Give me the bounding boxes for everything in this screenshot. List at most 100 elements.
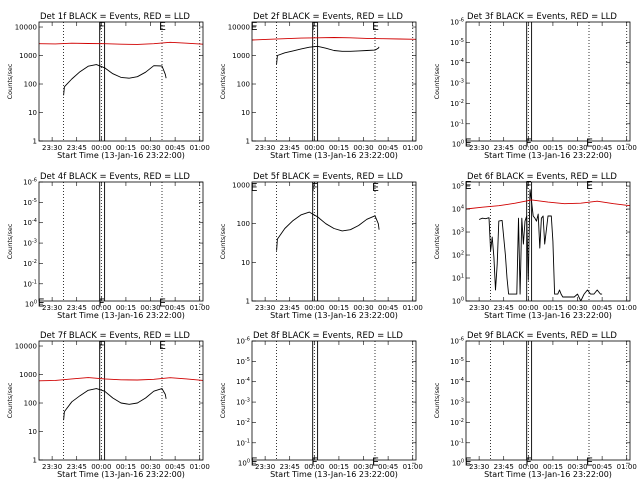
y-tick-label: 10-1 — [236, 438, 250, 447]
y-tick-label-base: 10 — [450, 120, 459, 128]
panel-det-3f: Det 3f BLACK = Events, RED = LLD 23:30 23:… — [433, 12, 637, 160]
y-tick-label-base: 10000 — [15, 24, 37, 32]
x-axis-label: Start Time (13-Jan-16 23:22:00) — [484, 311, 612, 320]
marker-label-e: E — [251, 181, 258, 194]
x-tick-label: 00:45 — [165, 304, 185, 312]
x-tick-label: 23:45 — [494, 304, 514, 312]
plot-frame — [38, 181, 204, 302]
y-tick-label-base: 10 — [450, 19, 459, 27]
panel-det-8f: Det 8f BLACK = Events, RED = LLD 23:30 23:… — [219, 331, 423, 479]
marker-label-f: F — [98, 20, 104, 33]
y-tick-label-exponent: -3 — [245, 398, 250, 404]
marker-label-f: F — [98, 297, 104, 310]
y-tick-label-base: 1 — [246, 298, 250, 306]
y-tick-label-base: 10 — [236, 439, 245, 447]
x-tick-label: 00:00 — [91, 304, 111, 312]
y-tick-label: 10-5 — [23, 198, 37, 207]
y-tick-label-exponent: -6 — [459, 337, 464, 343]
y-tick-label: 105 — [452, 182, 464, 191]
x-tick-label: 23:45 — [280, 463, 300, 471]
plot-frame — [251, 181, 417, 302]
y-tick-label-base: 10 — [28, 109, 37, 117]
x-axis-label: Start Time (13-Jan-16 23:22:00) — [57, 470, 185, 479]
lld-series-line — [39, 377, 203, 382]
y-tick-label-base: 10 — [450, 338, 459, 346]
x-tick-label: 00:45 — [592, 304, 612, 312]
y-tick-label: 10-5 — [450, 38, 464, 47]
y-tick-label-base: 10000 — [15, 343, 37, 351]
marker-label-e: E — [372, 20, 379, 33]
x-tick-label: 00:00 — [304, 144, 324, 152]
y-tick-label: 10-5 — [236, 357, 250, 366]
y-tick-label: 10000 — [15, 24, 37, 32]
y-tick-label: 1 — [246, 298, 250, 306]
y-tick-label: 102 — [452, 251, 464, 260]
x-tick-label: 00:30 — [353, 463, 373, 471]
x-axis-label: Start Time (13-Jan-16 23:22:00) — [57, 151, 185, 160]
y-tick-label: 10-1 — [450, 438, 464, 447]
x-tick-label: 01:00 — [190, 463, 210, 471]
plot-frame — [465, 21, 631, 142]
y-axis-label: Counts/sec — [433, 63, 441, 99]
marker-label-e: E — [586, 179, 593, 192]
y-tick-label: 10-6 — [450, 18, 464, 27]
x-axis-label: Start Time (13-Jan-16 23:22:00) — [57, 311, 185, 320]
x-tick-label: 00:00 — [91, 463, 111, 471]
y-tick-label-base: 10 — [236, 338, 245, 346]
y-tick-label-base: 10 — [236, 358, 245, 366]
y-tick-label-base: 10 — [450, 358, 459, 366]
y-tick-label-base: 10 — [450, 399, 459, 407]
y-tick-label: 10-3 — [236, 398, 250, 407]
y-tick-label: 10-2 — [450, 99, 464, 108]
y-tick-label: 104 — [452, 205, 464, 214]
y-tick-label-exponent: -4 — [459, 58, 464, 64]
y-tick-label: 101 — [452, 274, 464, 283]
y-tick-label-exponent: -1 — [459, 119, 464, 125]
y-tick-label-exponent: -3 — [459, 79, 464, 85]
y-tick-label: 10-2 — [23, 259, 37, 268]
x-tick-label: 00:00 — [518, 463, 538, 471]
y-tick-label: 100 — [452, 297, 464, 306]
y-tick-label: 10-5 — [450, 357, 464, 366]
y-tick-label: 10-3 — [450, 79, 464, 88]
events-series-line — [276, 211, 380, 251]
y-axis-label: Counts/sec — [219, 223, 227, 259]
y-tick-label-exponent: 3 — [461, 228, 464, 234]
y-tick-label-base: 10 — [23, 280, 32, 288]
panel-title: Det 9f BLACK = Events, RED = LLD — [467, 331, 617, 341]
y-tick-label-exponent: -2 — [245, 418, 250, 424]
y-tick-label-exponent: -2 — [459, 99, 464, 105]
y-tick-label-base: 1000 — [232, 52, 250, 60]
y-tick-label: 100 — [24, 81, 37, 89]
x-tick-label: 00:30 — [353, 144, 373, 152]
marker-label-e: E — [159, 20, 166, 33]
panel-title: Det 4f BLACK = Events, RED = LLD — [40, 172, 190, 182]
x-axis-label: Start Time (13-Jan-16 23:22:00) — [270, 311, 398, 320]
x-tick-label: 00:15 — [116, 463, 136, 471]
y-tick-label-exponent: 2 — [461, 251, 464, 257]
panel-title: Det 8f BLACK = Events, RED = LLD — [253, 331, 403, 341]
x-axis-label: Start Time (13-Jan-16 23:22:00) — [270, 470, 398, 479]
x-tick-label: 00:00 — [304, 463, 324, 471]
y-tick-label: 10-4 — [450, 377, 464, 386]
y-tick-label-base: 10 — [23, 260, 32, 268]
x-tick-label: 00:30 — [140, 144, 160, 152]
marker-label-f: F — [98, 339, 104, 352]
x-tick-label: 00:45 — [378, 463, 398, 471]
x-tick-label: 01:00 — [190, 144, 210, 152]
x-tick-label: 23:45 — [67, 144, 87, 152]
marker-label-e: E — [251, 20, 258, 33]
x-tick-label: 00:15 — [543, 463, 563, 471]
y-tick-label: 1 — [33, 138, 37, 146]
y-tick-label-base: 10 — [236, 419, 245, 427]
y-tick-label-base: 10 — [452, 460, 461, 468]
y-tick-label-exponent: -4 — [459, 377, 464, 383]
x-tick-label: 23:45 — [67, 463, 87, 471]
y-tick-label: 1000 — [19, 52, 37, 60]
x-tick-label: 00:30 — [567, 463, 587, 471]
x-tick-label: 00:00 — [91, 144, 111, 152]
y-tick-label-exponent: 5 — [461, 182, 464, 188]
x-tick-label: 01:00 — [403, 463, 423, 471]
y-tick-label: 10000 — [15, 343, 37, 351]
plot-frame — [465, 181, 631, 302]
